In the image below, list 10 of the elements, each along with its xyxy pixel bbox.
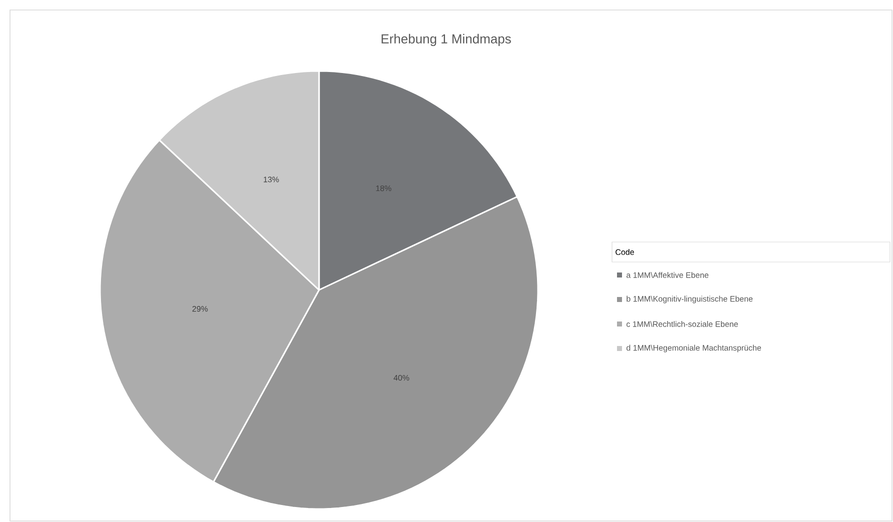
data-label: 13% xyxy=(264,176,279,182)
legend-label: d 1MM\Hegemoniale Machtansprüche xyxy=(626,344,762,352)
legend-label: b 1MM\Kognitiv-linguistische Ebene xyxy=(626,296,753,304)
data-label: 29% xyxy=(192,306,208,312)
data-label: 18% xyxy=(376,185,392,192)
legend-label: c 1MM\Rechtlich-soziale Ebene xyxy=(626,321,738,327)
legend-title: Code xyxy=(616,249,634,255)
legend-label: a 1MM\Affektive Ebene xyxy=(626,272,708,278)
chart-title: Erhebung 1 Mindmaps xyxy=(382,34,511,46)
data-label: 40% xyxy=(394,374,410,381)
